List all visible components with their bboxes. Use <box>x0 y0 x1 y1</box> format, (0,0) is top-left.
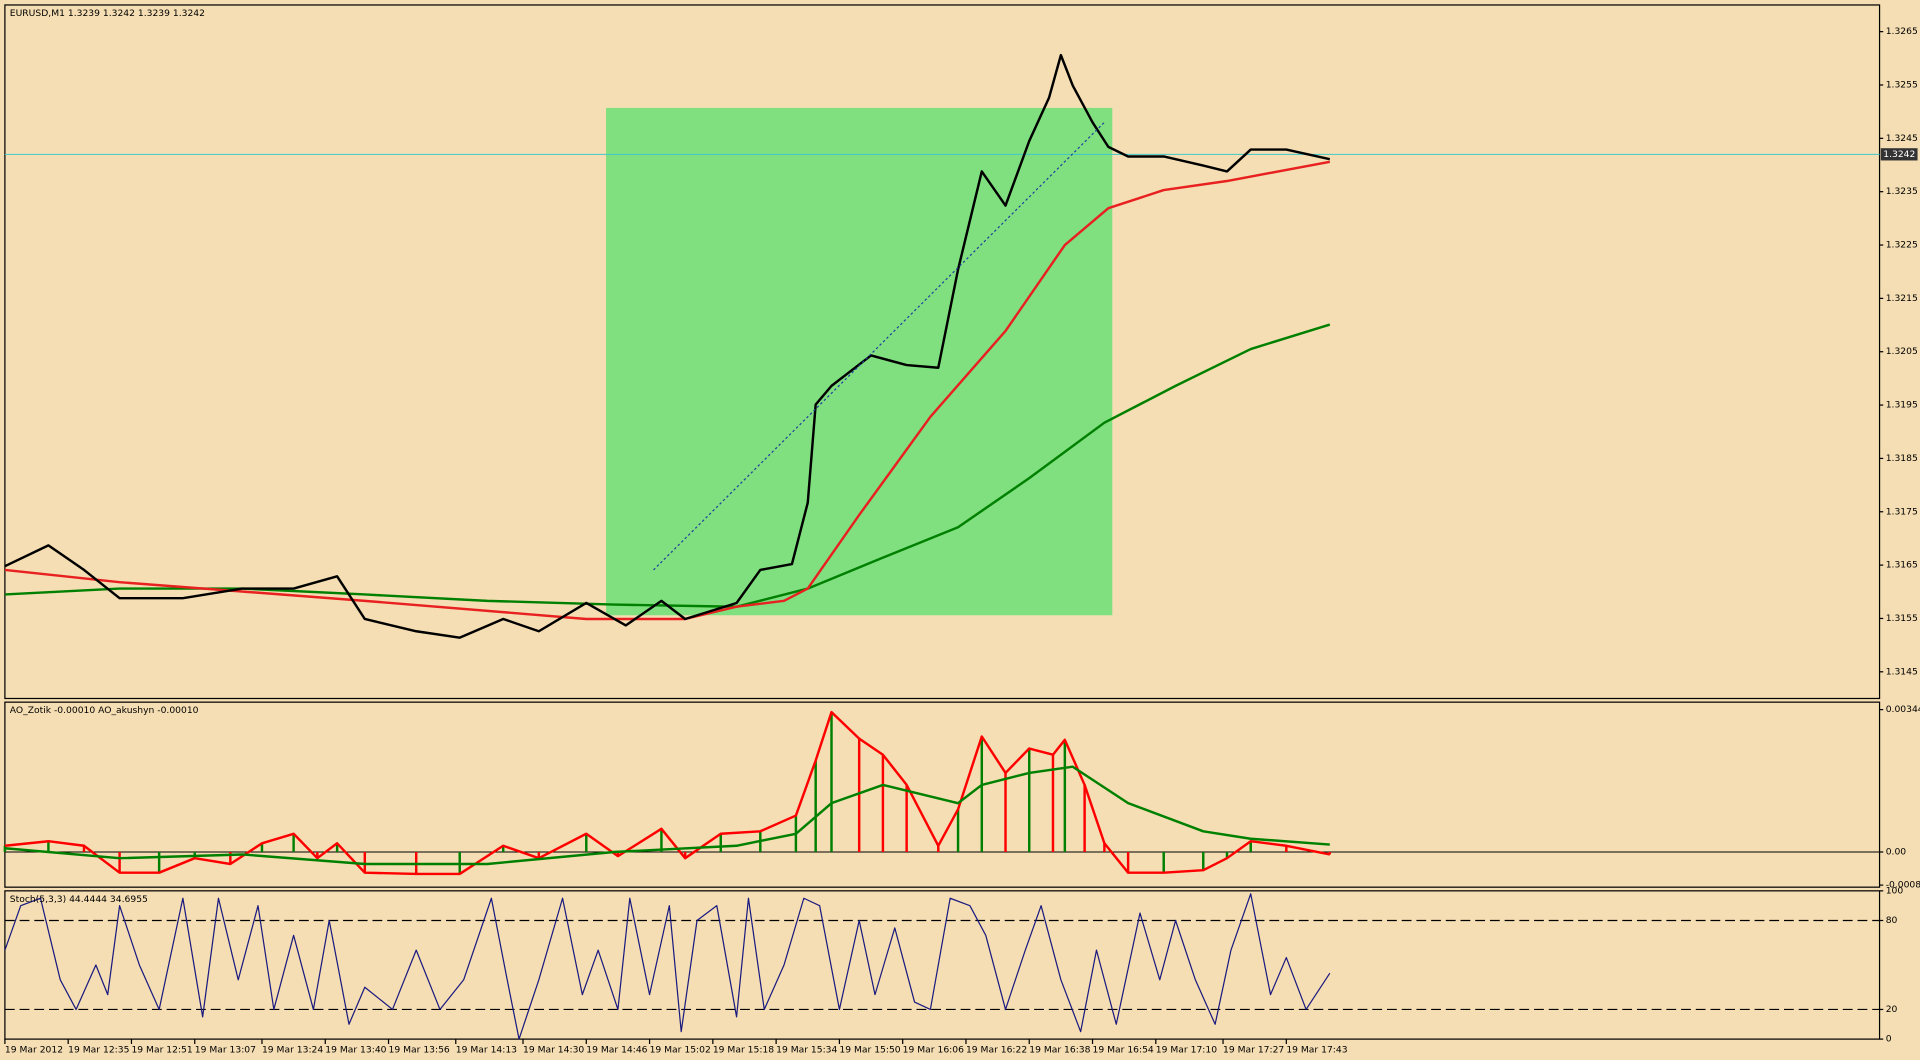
histogram-bar <box>980 736 984 852</box>
y-tick-label: 0.00 <box>1886 846 1907 857</box>
panel: 100 80 20 0 Stoch(5,3,3) 44.4444 34.6955 19 M… <box>4 885 1904 1056</box>
y-tick-label: 1.3225 <box>1886 240 1918 251</box>
histogram-bar <box>719 833 722 852</box>
panel: 1.3265 1.3255 1.3245 1.3235 1.3225 1.3215 1.32… <box>4 4 1918 700</box>
histogram-bar <box>830 712 833 852</box>
y-tick-label: 1.3205 <box>1886 346 1918 357</box>
y-tick-label: 20 <box>1886 1004 1898 1015</box>
histogram-bar <box>1083 784 1086 852</box>
histogram-bar <box>1249 841 1252 852</box>
series-line <box>4 160 1331 621</box>
histogram-bar <box>905 784 908 852</box>
histogram-bar <box>118 851 121 873</box>
panel: 0.00344 0.00 -0.0008 AO_Zotik -0.00010 AO_a… <box>3 701 1920 891</box>
histogram-bar <box>1051 754 1055 852</box>
histogram-bar <box>157 851 161 873</box>
series-line <box>4 710 1331 876</box>
histogram-bar <box>1285 845 1288 852</box>
x-tick-label: 19 Mar 15:50 <box>839 1045 900 1056</box>
histogram-bar <box>1063 739 1067 852</box>
y-tick-label: 1.3185 <box>1886 453 1918 464</box>
rectangle-object <box>606 107 1113 616</box>
histogram-bar <box>1225 851 1229 859</box>
histogram-bar <box>502 845 505 852</box>
x-tick-label: 19 Mar 16:38 <box>1029 1045 1090 1056</box>
x-tick-label: 19 Mar 12:35 <box>68 1045 129 1056</box>
x-tick-label: 19 Mar 15:34 <box>776 1045 837 1056</box>
y-tick-label: 1.3265 <box>1886 26 1918 37</box>
x-tick-label: 19 Mar 16:06 <box>903 1045 964 1056</box>
series-line <box>4 893 1331 1040</box>
x-tick-label: 19 Mar 13:40 <box>325 1045 386 1056</box>
histogram-bar <box>1004 772 1007 852</box>
last-price-label: 1.3242 <box>1883 149 1915 160</box>
histogram-bar <box>683 851 687 859</box>
histogram-bar <box>585 833 588 852</box>
series-line <box>4 53 1331 639</box>
histogram-bar <box>1162 851 1165 873</box>
y-tick-label: 1.3155 <box>1886 613 1918 624</box>
last-price-box <box>1880 148 1918 161</box>
y-tick-label: 100 <box>1886 885 1904 896</box>
y-tick-label: 1.3145 <box>1886 666 1918 677</box>
histogram-bar <box>1126 851 1130 873</box>
x-tick-label: 19 Mar 12:51 <box>131 1045 192 1056</box>
panel-frame <box>4 890 1881 1040</box>
x-tick-label: 19 Mar 17:43 <box>1286 1045 1347 1056</box>
histogram-bar <box>857 738 861 852</box>
histogram-bar <box>537 851 541 859</box>
y-tick-label: 1.3165 <box>1886 560 1918 571</box>
x-tick-label: 19 Mar 13:07 <box>195 1045 256 1056</box>
histogram-bar <box>292 833 295 852</box>
histogram-bar <box>660 828 663 852</box>
histogram-bar <box>616 851 620 857</box>
x-tick-label: 19 Mar 13:24 <box>262 1045 323 1056</box>
y-tick-label: 1.3255 <box>1886 79 1918 90</box>
y-tick-label: -0.0008 <box>1886 880 1920 891</box>
histogram-bar <box>260 843 264 852</box>
y-tick-label: 1.3215 <box>1886 293 1918 304</box>
panel-title: AO_Zotik -0.00010 AO_akushyn -0.00010 <box>10 705 199 716</box>
x-tick-label: 19 Mar 14:46 <box>586 1045 647 1056</box>
histogram-bar <box>1028 748 1031 852</box>
y-tick-label: 1.3195 <box>1886 400 1918 411</box>
x-tick-label: 19 Mar 14:30 <box>523 1045 584 1056</box>
y-tick-label: 1.3235 <box>1886 186 1918 197</box>
x-tick-label: 19 Mar 16:22 <box>966 1045 1027 1056</box>
x-tick-label: 19 Mar 17:27 <box>1223 1045 1284 1056</box>
trendline <box>653 121 1105 571</box>
histogram-bar <box>335 843 339 852</box>
y-tick-label: 80 <box>1886 915 1898 926</box>
histogram-bar <box>363 851 367 873</box>
histogram-bar <box>937 845 940 852</box>
histogram-bar <box>316 851 319 859</box>
histogram-bar <box>229 851 232 864</box>
x-tick-label: 19 Mar 2012 <box>5 1045 63 1056</box>
x-tick-label: 19 Mar 16:54 <box>1093 1045 1154 1056</box>
series-line <box>4 765 1330 866</box>
y-tick-label: 0.00344 <box>1886 704 1920 715</box>
histogram-bar <box>956 809 960 852</box>
x-tick-label: 19 Mar 13:56 <box>389 1045 450 1056</box>
x-tick-label: 19 Mar 17:10 <box>1156 1045 1217 1056</box>
y-tick-label: 0 <box>1886 1034 1892 1045</box>
x-tick-label: 19 Mar 15:02 <box>650 1045 711 1056</box>
histogram-bar <box>1202 851 1205 871</box>
y-tick-label: 1.3175 <box>1886 506 1918 517</box>
histogram-bar <box>82 845 86 852</box>
histogram-bar <box>814 760 817 852</box>
x-tick-label: 19 Mar 15:18 <box>713 1045 774 1056</box>
x-tick-label: 19 Mar 14:13 <box>456 1045 517 1056</box>
histogram-bar <box>881 754 885 852</box>
y-tick-label: 1.3245 <box>1886 133 1918 144</box>
panel-title: Stoch(5,3,3) 44.4444 34.6955 <box>10 894 148 905</box>
panel-title: EURUSD,M1 1.3239 1.3242 1.3239 1.3242 <box>10 8 205 19</box>
histogram-bar <box>47 841 50 852</box>
panel-frame <box>4 701 1881 888</box>
histogram-bar <box>1103 843 1106 852</box>
